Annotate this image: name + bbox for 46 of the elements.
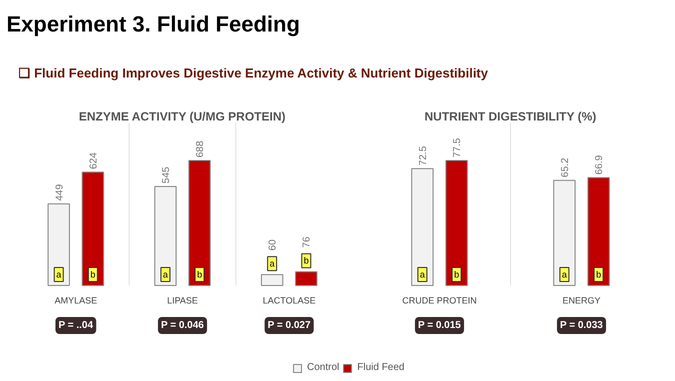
annotation: b: [197, 270, 202, 280]
legend-label: Fluid Feed: [357, 362, 404, 373]
data-label: 76: [302, 236, 313, 248]
data-label: 72.5: [418, 146, 429, 166]
x-tick-label: AMYLASE: [54, 296, 98, 306]
bar: [188, 160, 211, 286]
text: P = 0.027: [268, 320, 311, 331]
chart-title: NUTRIENT DIGESTIBILITY (%): [424, 110, 596, 124]
text: Experiment 3. Fluid Feeding: [6, 12, 300, 36]
data-label: 66.9: [594, 154, 606, 175]
annotation: a: [420, 270, 425, 280]
x-tick-label: ENERGY: [562, 296, 601, 306]
chart-title: ENZYME ACTIVITY (U/MG PROTEIN): [78, 110, 286, 124]
data-label: 449: [54, 184, 66, 201]
data-label: 60: [268, 239, 279, 251]
data-label: 624: [88, 152, 100, 170]
text: ❑ Fluid Feeding Improves Digestive Enzyme Activity & Nutrient Digestibility: [18, 66, 489, 80]
bar: [260, 274, 284, 286]
bar: [295, 271, 318, 286]
data-label: 545: [160, 166, 172, 184]
annotation: a: [562, 270, 567, 280]
bar: [82, 172, 104, 286]
text: P = 0.015: [418, 320, 462, 331]
legend-label: Control: [307, 362, 340, 373]
x-tick-label: LACTOLASE: [262, 296, 316, 306]
annotation: a: [270, 258, 275, 269]
annotation: b: [304, 256, 309, 266]
data-label: 688: [195, 140, 206, 158]
bar: [48, 203, 70, 286]
annotation: a: [162, 270, 168, 280]
text: P = 0.033: [560, 320, 604, 331]
bar: [445, 160, 468, 286]
annotation: b: [90, 270, 96, 280]
text: P = ..04: [58, 320, 94, 331]
annotation: b: [454, 270, 460, 280]
x-tick-label: CRUDE PROTEIN: [402, 296, 477, 306]
text: P = 0.046: [160, 320, 204, 331]
bar: [553, 180, 576, 286]
data-label: 65.2: [560, 157, 571, 178]
annotation: b: [596, 270, 602, 280]
bar: [154, 186, 177, 286]
annotation: a: [56, 270, 62, 280]
x-tick-label: LIPASE: [167, 296, 198, 306]
bar: [587, 177, 610, 286]
data-label: 77.5: [452, 138, 464, 158]
bar: [411, 168, 434, 286]
